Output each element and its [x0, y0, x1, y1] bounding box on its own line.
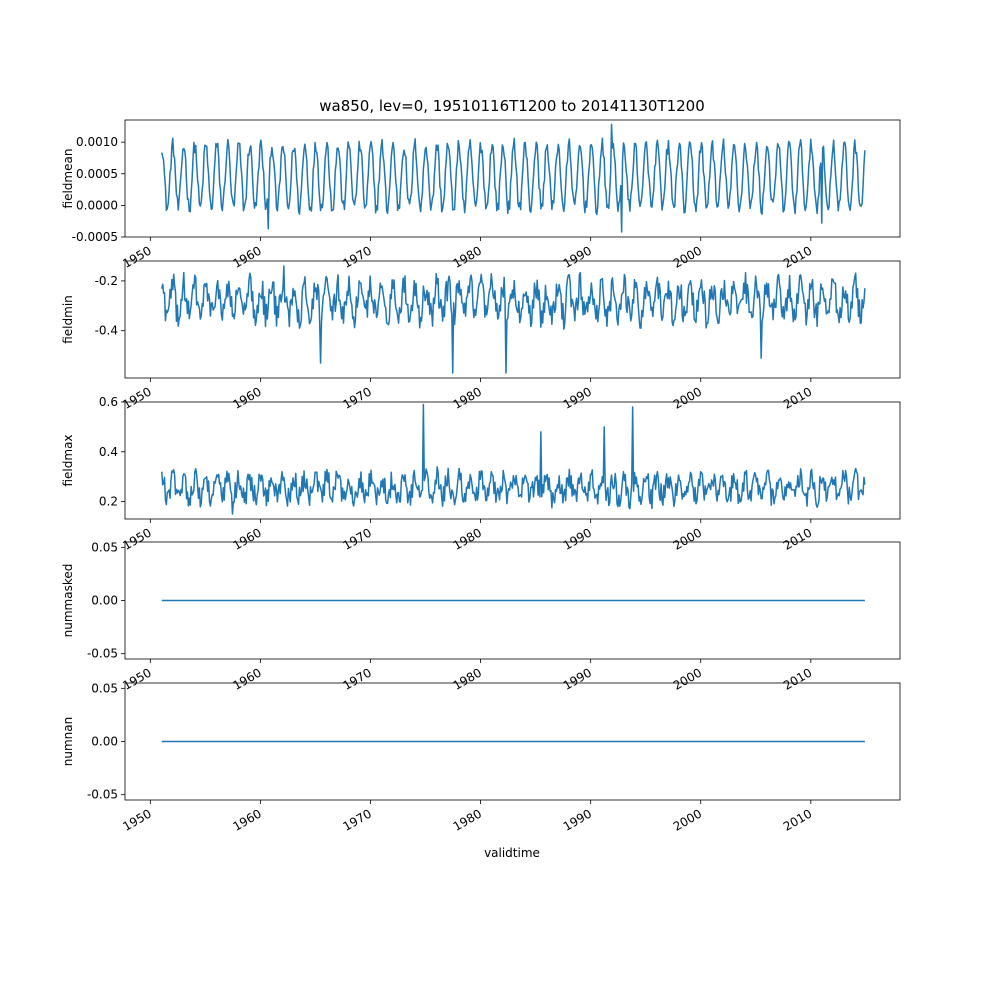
y-tick-label: 0.2: [99, 495, 118, 509]
y-tick-label: 0.0010: [76, 135, 118, 149]
y-axis-label: fieldmean: [61, 149, 75, 209]
y-tick-label: -0.05: [87, 647, 118, 661]
y-axis-label: nummasked: [61, 564, 75, 638]
series-line-fieldmax: [161, 403, 866, 515]
y-tick-label: 0.00: [91, 735, 118, 749]
series-line-fieldmean: [161, 123, 866, 233]
y-tick-label: 0.00: [91, 594, 118, 608]
chart-title: wa850, lev=0, 19510116T1200 to 20141130T…: [319, 97, 705, 115]
y-tick-label: -0.4: [95, 324, 118, 338]
y-axis-label: numnan: [61, 717, 75, 766]
y-tick-label: 0.6: [99, 395, 118, 409]
y-axis-label: fieldmin: [61, 295, 75, 344]
y-tick-label: 0.05: [91, 540, 118, 554]
y-tick-label: 0.4: [99, 445, 118, 459]
y-tick-label: 0.05: [91, 681, 118, 695]
axes-frame: [124, 401, 901, 520]
series-line-fieldmin: [161, 265, 866, 374]
y-tick-label: -0.05: [87, 788, 118, 802]
y-tick-label: -0.2: [95, 274, 118, 288]
y-axis-label: fieldmax: [61, 434, 75, 486]
y-tick-label: 0.0000: [76, 198, 118, 212]
y-tick-label: -0.0005: [72, 230, 118, 244]
y-tick-label: 0.0005: [76, 167, 118, 181]
x-axis-label: validtime: [484, 846, 540, 860]
axes-frame: [124, 119, 901, 238]
axes-frame: [124, 260, 901, 379]
